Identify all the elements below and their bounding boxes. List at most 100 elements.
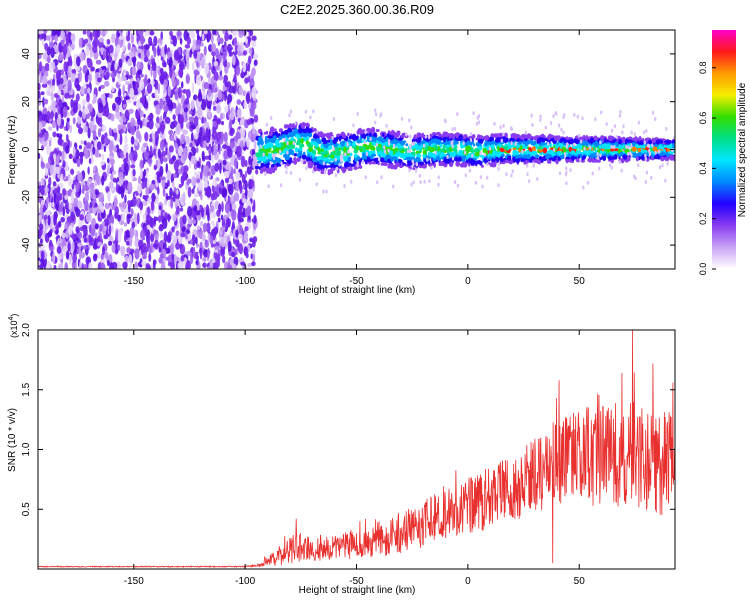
noise-point: [129, 93, 135, 99]
noise-point: [84, 38, 88, 44]
noise-point: [88, 158, 92, 164]
noise-point: [151, 133, 156, 145]
noise-point: [108, 181, 114, 189]
noise-point: [92, 129, 97, 140]
noise-point: [195, 236, 198, 245]
noise-point: [106, 38, 111, 45]
signal-point: [261, 156, 267, 162]
noise-point: [175, 123, 181, 133]
signal-point: [358, 164, 362, 169]
noise-point: [202, 257, 207, 262]
noise-point: [155, 193, 160, 205]
noise-point: [151, 80, 155, 86]
noise-point: [63, 51, 66, 61]
noise-point: [95, 59, 102, 65]
noise-point: [90, 187, 96, 199]
noise-point: [119, 202, 122, 208]
signal-point: [417, 137, 421, 144]
noise-point: [63, 61, 68, 73]
noise-point: [141, 181, 146, 190]
noise-point: [69, 226, 73, 235]
noise-point: [246, 137, 251, 148]
signal-point: [556, 150, 561, 156]
signal-point: [267, 149, 271, 153]
noise-point: [51, 30, 57, 37]
signal-point: [388, 163, 393, 168]
noise-point: [57, 237, 63, 245]
signal-point: [504, 159, 509, 164]
noise-point: [108, 93, 113, 99]
noise-point: [146, 49, 150, 58]
signal-point: [589, 157, 592, 163]
noise-point: [250, 249, 256, 255]
signal-point: [290, 133, 296, 137]
noise-point: [186, 250, 192, 256]
noise-point: [96, 175, 101, 186]
signal-point: [290, 123, 293, 128]
noise-point: [251, 86, 257, 99]
noise-point: [69, 124, 72, 134]
noise-point: [221, 201, 224, 213]
noise-point: [206, 186, 212, 198]
noise-point: [203, 82, 210, 90]
noise-point: [200, 98, 207, 111]
signal-point: [582, 155, 586, 160]
noise-point: [236, 99, 242, 105]
noise-point: [227, 93, 233, 104]
signal-point: [392, 156, 398, 161]
noise-point: [109, 158, 115, 166]
signal-point: [521, 134, 525, 141]
noise-point: [38, 132, 44, 138]
noise-point: [52, 61, 56, 70]
noise-point: [113, 197, 118, 208]
signal-point: [412, 136, 418, 140]
noise-point: [38, 82, 41, 91]
noise-point: [103, 225, 107, 231]
noise-point: [253, 199, 256, 210]
noise-point: [89, 48, 94, 58]
signal-point: [480, 164, 484, 168]
noise-point: [100, 262, 106, 269]
signal-point: [293, 159, 297, 165]
noise-point: [83, 264, 88, 269]
noise-point: [152, 70, 156, 79]
noise-point: [196, 74, 201, 86]
noise-point: [243, 100, 248, 110]
signal-point: [583, 141, 588, 146]
noise-point: [232, 263, 237, 269]
signal-point: [456, 157, 460, 162]
noise-point: [180, 133, 186, 145]
noise-point: [239, 183, 243, 194]
signal-point: [585, 150, 591, 156]
noise-point: [173, 160, 179, 172]
noise-point: [98, 37, 105, 43]
signal-point: [298, 151, 302, 156]
noise-point: [158, 224, 164, 232]
signal-point: [309, 162, 314, 167]
noise-point: [202, 222, 208, 232]
signal-point: [516, 157, 520, 164]
signal-point: [524, 160, 530, 163]
noise-point: [172, 234, 178, 246]
noise-point: [140, 51, 145, 61]
noise-point: [187, 218, 193, 225]
noise-point: [64, 195, 68, 200]
noise-point: [227, 147, 233, 158]
noise-point: [72, 146, 76, 157]
signal-point: [436, 155, 439, 160]
noise-point: [190, 252, 194, 265]
signal-point: [412, 167, 416, 171]
signal-point: [494, 137, 500, 143]
signal-point: [512, 156, 516, 160]
noise-point: [186, 229, 191, 234]
signal-point: [432, 135, 437, 140]
noise-point: [147, 158, 153, 165]
noise-point: [155, 122, 160, 129]
signal-point: [257, 160, 262, 164]
signal-point: [255, 169, 259, 175]
noise-point: [125, 240, 130, 246]
signal-point: [269, 142, 273, 148]
noise-point: [98, 102, 104, 114]
noise-point: [214, 245, 220, 251]
noise-point: [137, 48, 143, 54]
